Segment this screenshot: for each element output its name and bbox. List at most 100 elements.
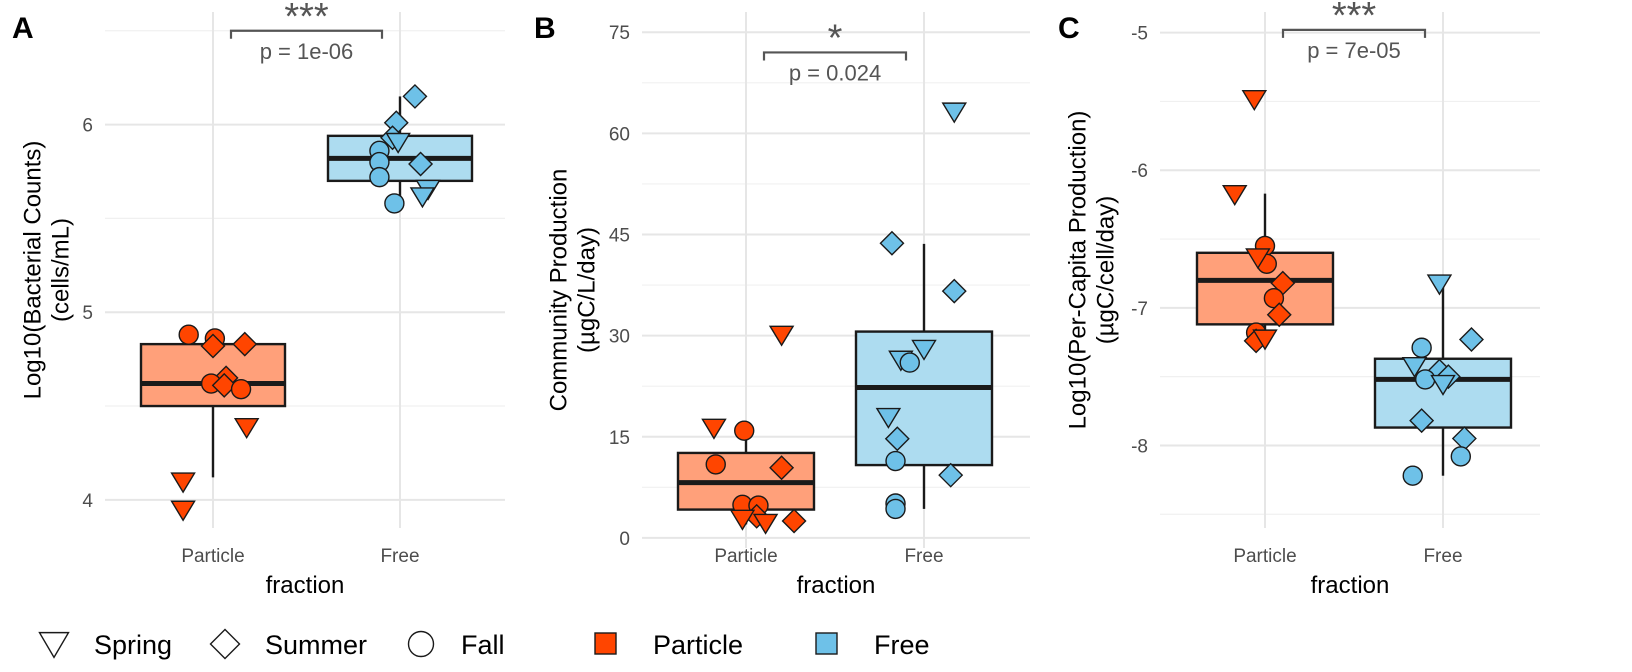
data-point-diamond xyxy=(1451,426,1477,452)
y-tick-label: 5 xyxy=(82,303,93,324)
data-point-triangle-down xyxy=(752,513,779,535)
data-point-diamond xyxy=(1409,408,1435,434)
data-point-triangle-down xyxy=(170,472,196,494)
data-point-diamond xyxy=(200,333,226,359)
significance-bracket xyxy=(229,29,384,39)
data-point-diamond xyxy=(211,372,237,398)
y-tick-label: 30 xyxy=(609,327,630,348)
data-point-circle xyxy=(1402,465,1423,486)
legend-label: Free xyxy=(874,630,930,660)
y-tick-label: -8 xyxy=(1131,436,1148,457)
x-tick-label: Particle xyxy=(714,546,777,567)
y-axis-title: (µgC/L/day) xyxy=(573,227,600,353)
data-point-diamond xyxy=(232,331,258,357)
legend-label: Fall xyxy=(461,630,505,660)
y-tick-label: -7 xyxy=(1131,299,1148,320)
panel-c: -8 -7 -6 -5 Particle Free fraction Log10(Per-Ca… xyxy=(1058,0,1540,599)
panel-letter: B xyxy=(534,12,556,45)
box-free xyxy=(854,243,994,509)
data-point-circle xyxy=(178,324,199,345)
panel-letter: A xyxy=(12,12,34,45)
y-tick-label: -5 xyxy=(1131,24,1148,45)
data-point-triangle-down xyxy=(1221,184,1248,207)
x-tick-label: Particle xyxy=(1233,546,1296,567)
data-point-circle xyxy=(1411,337,1432,358)
legend-item-particle: Particle xyxy=(594,630,743,660)
data-point-circle xyxy=(899,352,920,373)
x-tick-label: Free xyxy=(1423,546,1462,567)
y-axis-title: (µgC/cell/day) xyxy=(1092,196,1119,345)
x-tick-label: Particle xyxy=(181,546,244,567)
y-tick-label: 75 xyxy=(609,23,630,44)
legend: Spring Summer Fall Particle Free xyxy=(38,628,930,660)
legend-item-fall: Fall xyxy=(407,630,505,660)
data-point-diamond xyxy=(769,455,795,481)
legend-item-free: Free xyxy=(815,630,930,660)
data-point-circle xyxy=(1450,446,1472,467)
data-point-triangle-down xyxy=(875,407,902,429)
data-point-triangle-down xyxy=(170,500,196,522)
panel-a: 4 5 6 Particle Free fraction Log10(Bacterial C… xyxy=(12,0,505,599)
significance-stars: *** xyxy=(284,0,329,38)
legend-label: Summer xyxy=(265,630,367,660)
data-point-diamond xyxy=(879,230,905,256)
legend-item-summer: Summer xyxy=(209,628,367,660)
data-point-triangle-down xyxy=(1241,90,1268,112)
p-value-label: p = 7e-05 xyxy=(1307,38,1401,63)
x-tick-label: Free xyxy=(904,546,943,567)
significance-stars: * xyxy=(828,17,843,59)
box-free xyxy=(326,96,474,200)
legend-swatch xyxy=(815,632,838,655)
data-point-circle xyxy=(384,193,405,214)
data-point-circle xyxy=(1414,369,1436,390)
panel-b: 0 15 30 45 60 75 Particle Free fraction Community… xyxy=(534,12,1030,599)
x-axis-title: fraction xyxy=(266,572,345,599)
panel-letter: C xyxy=(1058,12,1080,45)
data-point-circle xyxy=(885,498,906,520)
y-axis-title: Log10(Per-Capita Production) xyxy=(1064,111,1091,430)
x-tick-label: Free xyxy=(380,546,419,567)
data-point-triangle-down xyxy=(233,417,260,440)
legend-diamond-icon xyxy=(209,628,241,660)
data-point-triangle-down xyxy=(729,509,756,531)
data-point-diamond xyxy=(408,151,434,177)
data-point-triangle-down xyxy=(1401,356,1428,379)
x-axis-title: fraction xyxy=(1311,572,1390,599)
y-tick-label: 45 xyxy=(609,225,630,246)
data-point-triangle-down xyxy=(385,132,411,154)
y-tick-label: 60 xyxy=(609,124,630,145)
data-point-diamond xyxy=(941,278,967,304)
data-point-diamond xyxy=(884,426,910,452)
p-value-label: p = 0.024 xyxy=(789,60,881,85)
y-tick-label: 4 xyxy=(82,491,93,512)
data-point-triangle-down xyxy=(409,187,436,209)
y-axis-title: Log10(Bacterial Counts) xyxy=(19,141,46,400)
data-point-circle xyxy=(734,420,755,441)
data-point-triangle-down xyxy=(941,102,968,124)
y-tick-label: -6 xyxy=(1131,161,1148,182)
y-tick-label: 0 xyxy=(619,529,630,550)
y-axis-title: (cells/mL) xyxy=(47,218,74,322)
legend-item-spring: Spring xyxy=(38,630,172,660)
significance-bracket xyxy=(762,51,908,61)
data-point-circle xyxy=(369,166,390,188)
data-point-circle xyxy=(705,454,726,475)
data-point-diamond xyxy=(1266,302,1292,328)
p-value-label: p = 1e-06 xyxy=(260,39,354,64)
legend-label: Spring xyxy=(94,630,172,660)
data-point-circle xyxy=(885,450,906,472)
data-point-triangle-down xyxy=(768,325,795,347)
data-point-triangle-down xyxy=(1252,329,1278,351)
y-axis-title: Community Production xyxy=(545,169,572,412)
data-point-diamond xyxy=(1458,326,1484,352)
legend-label: Particle xyxy=(653,630,743,660)
data-point-circle xyxy=(230,378,252,400)
x-axis-title: fraction xyxy=(797,572,876,599)
y-tick-label: 6 xyxy=(82,116,93,137)
data-point-diamond xyxy=(781,508,807,534)
data-point-diamond xyxy=(938,462,964,488)
legend-circle-icon xyxy=(407,630,435,658)
data-point-triangle-down xyxy=(1245,248,1271,270)
data-point-diamond xyxy=(402,83,428,109)
